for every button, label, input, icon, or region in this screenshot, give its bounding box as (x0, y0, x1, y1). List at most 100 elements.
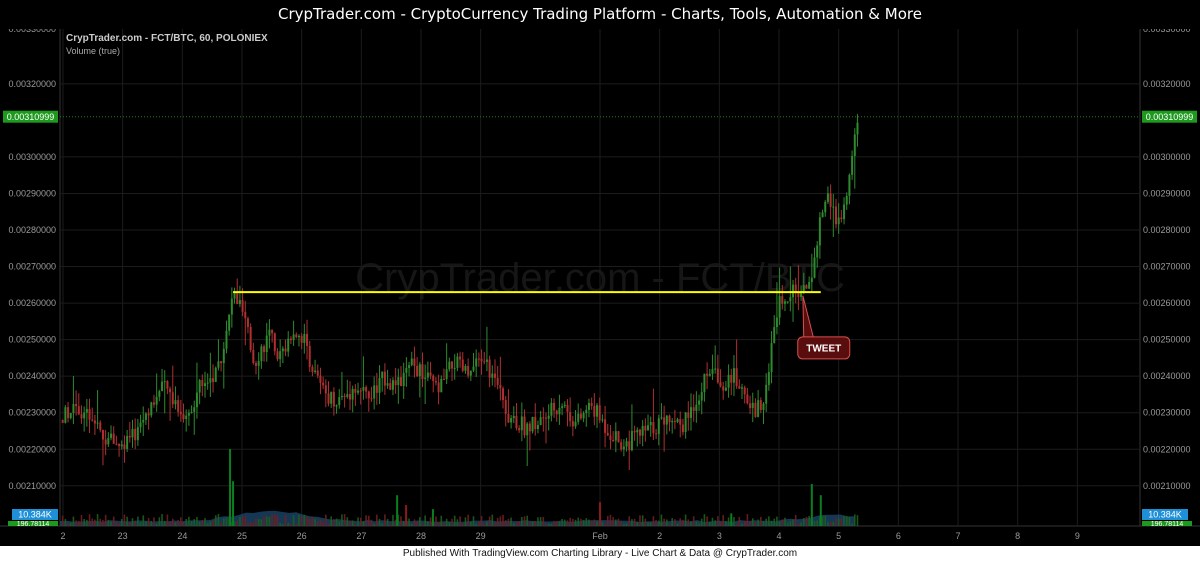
candle-body (738, 386, 741, 389)
candle-body (708, 373, 711, 376)
volume-bar (126, 516, 128, 526)
candle-body (724, 387, 727, 391)
candle-body (536, 425, 539, 430)
candle-body (641, 425, 644, 436)
candle-body (625, 441, 628, 447)
candle-body (429, 372, 432, 376)
volume-bar (147, 517, 150, 526)
y-tick-label-left: 0.00320000 (8, 79, 56, 89)
volume-ma-badge-left (8, 521, 58, 526)
x-tick-label: 8 (1015, 531, 1020, 541)
volume-bar (400, 516, 402, 526)
volume-bar (139, 522, 142, 526)
volume-bar (311, 516, 314, 526)
volume-bar (214, 515, 217, 526)
volume-bar (553, 520, 555, 526)
candle-body (491, 373, 494, 378)
candle-body (485, 359, 488, 362)
volume-bar (198, 521, 201, 526)
candle-body (765, 384, 768, 404)
candle-body (853, 134, 856, 156)
candle-body (303, 333, 306, 343)
volume-bar (161, 514, 163, 526)
volume-bar (72, 516, 75, 526)
candle-body (706, 373, 709, 376)
candle-body (719, 382, 722, 387)
volume-bar (443, 522, 445, 526)
volume-bar (185, 519, 187, 526)
volume-bar (835, 518, 837, 526)
candle-body (335, 405, 338, 407)
candle-body (555, 410, 558, 415)
volume-label-left: 10.384K (18, 510, 52, 520)
candle-body (638, 429, 641, 436)
volume-bar (292, 515, 295, 526)
candle-body (781, 296, 784, 304)
volume-bar (287, 522, 290, 526)
candle-body (289, 338, 292, 341)
volume-bar (606, 515, 609, 526)
candle-body (69, 412, 72, 419)
volume-bar (692, 516, 695, 526)
volume-bar (284, 514, 287, 526)
volume-bar (547, 523, 550, 526)
volume-bar (91, 518, 94, 526)
candle-body (663, 417, 666, 425)
candle-body (590, 402, 593, 406)
volume-bar (768, 516, 770, 526)
volume-bar (529, 521, 531, 526)
y-tick-label-left: 0.00240000 (8, 371, 56, 381)
volume-bar (177, 519, 179, 526)
volume-bar (330, 516, 332, 526)
volume-bar (408, 518, 410, 526)
candle-body (163, 381, 166, 383)
volume-bar (628, 516, 631, 526)
volume-bar (222, 518, 225, 526)
x-tick-label: 28 (416, 531, 426, 541)
volume-bar (786, 522, 789, 526)
chart-area[interactable]: CrypTrader.com - FCT/BTC TWEET 0.0032000… (0, 24, 1200, 546)
x-tick-label: 5 (836, 531, 841, 541)
candle-body (561, 406, 564, 408)
candle-body (279, 351, 282, 360)
volume-bar (67, 522, 69, 526)
candle-body (644, 425, 647, 431)
candlestick-chart[interactable]: CrypTrader.com - FCT/BTC TWEET 0.0032000… (0, 24, 1200, 546)
volume-bar (308, 518, 311, 526)
volume-bar (233, 521, 236, 526)
candle-body (402, 372, 405, 387)
x-tick-label: 26 (297, 531, 307, 541)
volume-bar (88, 514, 91, 526)
y-tick-label-left: 0.00270000 (8, 262, 56, 272)
candle-body (370, 398, 373, 400)
candle-body (480, 358, 483, 362)
candle-body (727, 374, 730, 388)
candle-body (832, 206, 835, 208)
volume-bar (274, 514, 276, 526)
volume-bar (268, 516, 271, 526)
candle-body (389, 383, 392, 390)
volume-spike (599, 502, 601, 526)
candle-body (161, 381, 164, 392)
volume-bar (110, 521, 112, 526)
candle-body (679, 419, 682, 425)
candle-body (453, 367, 456, 369)
volume-bar (475, 523, 477, 526)
volume-bar (427, 521, 429, 526)
volume-spike (396, 495, 399, 526)
volume-bar (306, 516, 308, 526)
candle-body (448, 361, 451, 370)
candle-body (72, 403, 75, 413)
grid-lines (0, 29, 1200, 527)
candle-body (671, 421, 674, 423)
volume-bar (440, 515, 443, 526)
candle-body (300, 335, 303, 343)
candle-body (534, 416, 537, 430)
volume-bar (778, 521, 781, 526)
volume-bar (338, 521, 341, 526)
candle-body (152, 402, 155, 405)
volume-bar (708, 522, 711, 526)
candle-body (408, 365, 411, 368)
candle-body (244, 311, 247, 319)
candle-body (700, 392, 703, 401)
